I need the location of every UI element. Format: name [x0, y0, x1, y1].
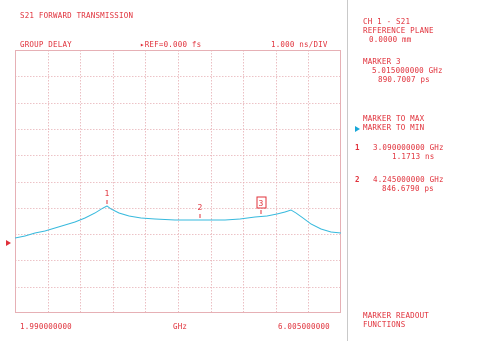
panel-divider: [347, 0, 348, 341]
group-delay-plot: 1 2 3: [15, 50, 341, 313]
marker2-index: 2: [355, 175, 360, 184]
plot-border: [15, 50, 341, 313]
screen-title: S21 FORWARD TRANSMISSION: [20, 11, 134, 20]
group-delay-trace: [15, 205, 341, 239]
channel-label: CH 1 - S21: [363, 17, 411, 26]
marker3-frequency: 5.015000000 GHz: [372, 66, 443, 75]
marker1-value: 1.1713 ns: [392, 152, 435, 161]
reference-readout: ▸REF=0.000 fs: [140, 40, 202, 49]
marker2-frequency: 4.245000000 GHz: [373, 175, 444, 184]
reference-plane-value: 0.0000 mm: [369, 35, 412, 44]
softkey-marker-to-min[interactable]: MARKER TO MIN: [363, 123, 425, 132]
marker1-index: 1: [355, 143, 360, 152]
frequency-unit: GHz: [173, 322, 188, 331]
marker3-title: MARKER 3: [363, 57, 401, 66]
stop-frequency: 6.005000000: [278, 322, 330, 331]
plot-canvas: 1 2 3: [15, 50, 341, 313]
marker3-value: 890.7007 ps: [378, 75, 430, 84]
start-frequency: 1.990000000: [20, 322, 72, 331]
marker1-frequency: 3.090000000 GHz: [373, 143, 444, 152]
scale-readout: 1.000 ns/DIV: [271, 40, 328, 49]
softkey-marker-readout-functions[interactable]: FUNCTIONS: [363, 320, 406, 329]
softkey-marker-readout[interactable]: MARKER READOUT: [363, 311, 430, 320]
marker-2-label: 2: [198, 203, 203, 212]
format-label: GROUP DELAY: [20, 40, 72, 49]
reference-position-arrow-icon: [6, 240, 11, 246]
active-marker-box: [256, 196, 267, 209]
marker2-value: 846.6790 ps: [382, 184, 434, 193]
softkey-marker-to-max[interactable]: MARKER TO MAX: [363, 114, 425, 123]
selected-softkey-arrow-icon: [355, 126, 360, 132]
softkey-reference-plane[interactable]: REFERENCE PLANE: [363, 26, 434, 35]
marker-1-label: 1: [105, 189, 110, 198]
marker-3-label: 3: [259, 199, 264, 208]
